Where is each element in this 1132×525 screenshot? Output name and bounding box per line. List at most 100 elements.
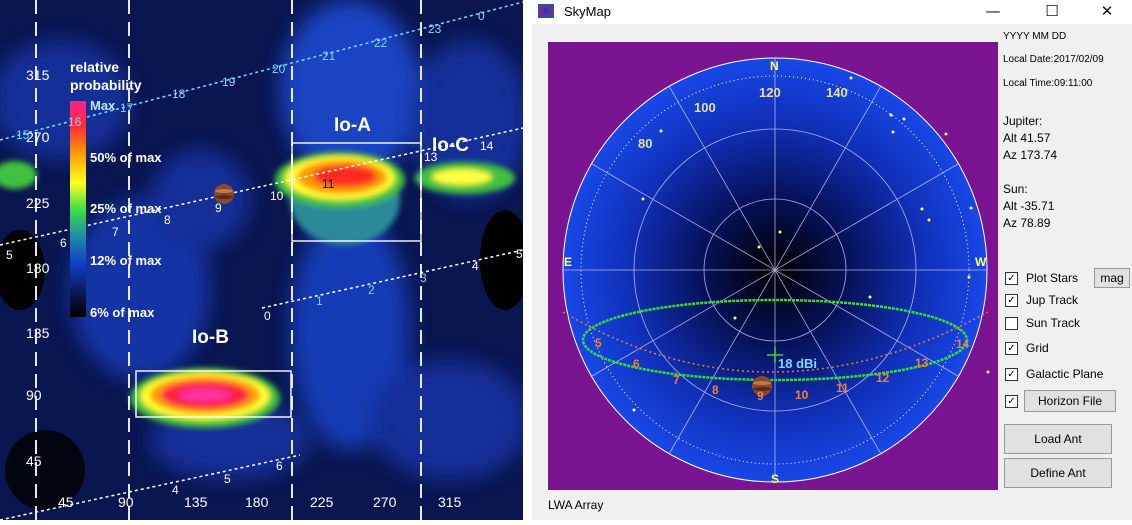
sun-heading: Sun: xyxy=(1003,182,1028,196)
load-ant-button[interactable]: Load Ant xyxy=(1004,424,1112,454)
mag-button[interactable]: mag xyxy=(1094,268,1130,288)
star-markers xyxy=(632,76,990,412)
track1-hour-label: 7 xyxy=(112,225,119,239)
track2-hour-label: 19 xyxy=(222,75,236,89)
x-tick-180: 180 xyxy=(245,494,269,510)
y-tick-270: 270 xyxy=(26,129,50,145)
track4-hour-label: 6 xyxy=(276,459,283,473)
track-hour-label: 12 xyxy=(876,371,890,385)
y-tick-90: 90 xyxy=(26,387,42,403)
y-tick-315: 315 xyxy=(26,67,50,83)
track-hour-label: 6 xyxy=(633,357,640,371)
track-hour-label: 14 xyxy=(956,337,970,351)
azimuth-label: 100 xyxy=(694,100,716,115)
jupiter-track xyxy=(562,311,989,373)
plot-stars-checkbox[interactable]: ✓ xyxy=(1005,272,1018,285)
galactic-plane-checkbox[interactable]: ✓ xyxy=(1005,368,1018,381)
horizon-file-checkbox[interactable]: ✓ xyxy=(1005,395,1018,408)
track-hour-label: 10 xyxy=(795,388,809,402)
track2-hour-label: 16 xyxy=(68,115,82,129)
horizon-file-button[interactable]: Horizon File xyxy=(1024,390,1116,412)
track1-hour-label: 10 xyxy=(270,189,284,203)
sun-altitude: Alt -35.71 xyxy=(1003,199,1055,213)
azimuth-label: 80 xyxy=(638,136,652,151)
jupiter-icon xyxy=(214,184,234,204)
track3-hour-label: 1 xyxy=(316,294,323,308)
local-time: Local Time:09:11:00 xyxy=(1003,78,1093,89)
track2-hour-label: 20 xyxy=(272,62,286,76)
azimuth-label: 140 xyxy=(826,85,848,100)
probability-map: relative probability Max 50% of max 25% … xyxy=(0,0,530,521)
track3-hour-label: 4 xyxy=(472,259,479,273)
track1-hour-label: 5 xyxy=(6,248,13,262)
legend-level-50: 50% of max xyxy=(90,150,162,165)
region-label-io-c: Io-C xyxy=(432,135,469,156)
azimuth-label: 120 xyxy=(759,85,781,100)
track-hour-label: 7 xyxy=(673,373,680,387)
x-tick-315: 315 xyxy=(438,494,462,510)
galactic-plane-trace xyxy=(581,298,969,382)
compass-north: N xyxy=(770,59,779,73)
track2-hour-label: 21 xyxy=(322,49,336,63)
track-hour-label: 11 xyxy=(836,381,849,395)
y-tick-180: 180 xyxy=(26,260,50,276)
track2-hour-label: 17 xyxy=(120,101,134,115)
track1-hour-label: 6 xyxy=(60,236,67,250)
jup-track-checkbox[interactable]: ✓ xyxy=(1005,294,1018,307)
define-ant-button[interactable]: Define Ant xyxy=(1004,458,1112,488)
y-tick-45: 45 xyxy=(26,453,42,469)
track3-hour-label: 3 xyxy=(420,271,427,285)
region-label-io-b: Io-B xyxy=(192,327,229,348)
track1-hour-label: 14 xyxy=(480,139,494,153)
track1-hour-label: 13 xyxy=(424,150,438,164)
compass-south: S xyxy=(771,472,779,486)
legend-title-2: probability xyxy=(70,77,142,93)
maximize-button[interactable]: ☐ xyxy=(1045,2,1059,20)
compass-east: E xyxy=(564,255,572,269)
track3-hour-label: 2 xyxy=(368,283,375,297)
jupiter-altitude: Alt 41.57 xyxy=(1003,131,1051,145)
x-tick-225: 225 xyxy=(310,494,334,510)
probability-map-panel: relative probability Max 50% of max 25% … xyxy=(0,0,530,521)
track2-hour-label: 23 xyxy=(428,22,442,36)
sky-map-canvas[interactable]: N S E W 80 100 120 140 18 dBi 5 6 7 8 9 … xyxy=(548,42,998,490)
date-format-label: YYYY MM DD xyxy=(1003,31,1067,42)
io-b-box xyxy=(135,370,292,418)
track-hour-label: 13 xyxy=(915,356,929,370)
sun-azimuth: Az 78.89 xyxy=(1003,216,1051,230)
track2-hour-label: 15 xyxy=(16,128,30,142)
jup-track-label: Jup Track xyxy=(1026,293,1079,307)
y-tick-135: 135 xyxy=(26,325,50,341)
track1-hour-label: 8 xyxy=(164,213,171,227)
status-bar-text: LWA Array xyxy=(548,498,604,512)
antenna-gain-label: 18 dBi xyxy=(778,356,817,371)
legend-title-1: relative xyxy=(70,59,119,75)
plot-stars-label: Plot Stars xyxy=(1026,271,1079,285)
jupiter-azimuth: Az 173.74 xyxy=(1003,148,1058,162)
x-tick-270: 270 xyxy=(373,494,397,510)
track2-hour-label: 0 xyxy=(478,9,485,23)
grid-label: Grid xyxy=(1026,341,1049,355)
title-bar[interactable]: SkyMap — ☐ ✕ xyxy=(532,0,1132,24)
window-title: SkyMap xyxy=(564,4,611,19)
skymap-app-icon xyxy=(538,4,554,18)
track3-hour-label: 0 xyxy=(264,309,271,323)
track4-hour-label: 4 xyxy=(172,483,179,497)
region-label-io-a: Io-A xyxy=(334,115,371,136)
track4-hour-label: 5 xyxy=(224,472,231,486)
sun-track-checkbox[interactable] xyxy=(1005,317,1018,330)
minimize-button[interactable]: — xyxy=(985,2,1001,20)
skymap-window: SkyMap — ☐ ✕ xyxy=(532,0,1132,520)
legend-level-max: Max xyxy=(90,98,116,113)
local-date: Local Date:2017/02/09 xyxy=(1003,54,1104,65)
track-hour-label: 9 xyxy=(757,389,764,403)
grid-checkbox[interactable]: ✓ xyxy=(1005,342,1018,355)
track-hour-label: 5 xyxy=(595,336,602,350)
y-tick-225: 225 xyxy=(26,195,50,211)
x-tick-90: 90 xyxy=(118,494,134,510)
x-tick-135: 135 xyxy=(184,494,208,510)
track1-hour-label: 11 xyxy=(322,177,335,191)
track-hour-label: 8 xyxy=(712,383,719,397)
close-button[interactable]: ✕ xyxy=(1100,2,1114,20)
jupiter-heading: Jupiter: xyxy=(1003,114,1043,128)
